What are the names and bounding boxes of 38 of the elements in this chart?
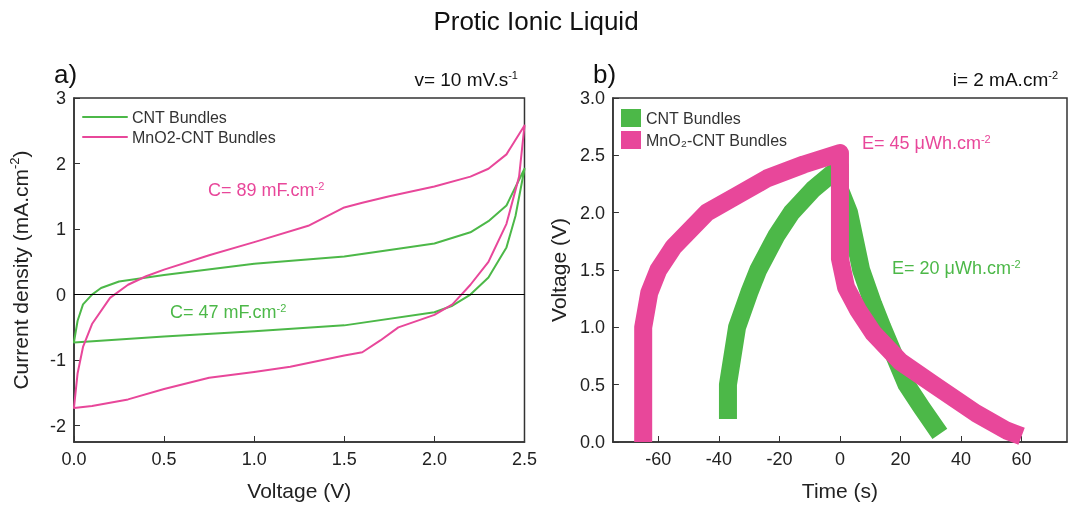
y-tick-label: -2 [49, 415, 66, 436]
y-tick-label: 0 [55, 284, 66, 305]
chart-title: a) [54, 59, 78, 89]
x-axis-title: Time (s) [801, 479, 879, 502]
y-axis-title: Current density (mA.cm-2) [7, 150, 32, 390]
x-axis-title: Voltage (V) [247, 479, 352, 502]
x-tick-label: 0 [834, 449, 845, 469]
chart-title: b) [593, 59, 617, 89]
x-tick-label: -20 [766, 449, 793, 469]
y-tick-label: 3.0 [579, 88, 605, 108]
text: Protic Ionic Liquid [432, 6, 640, 37]
x-tick-label: -60 [645, 449, 672, 469]
x-tick-label: 20 [890, 449, 911, 469]
x-tick-label: -40 [705, 449, 732, 469]
y-tick-label: 2.5 [579, 145, 605, 166]
x-tick-label: 2.5 [511, 449, 537, 469]
x-tick-label: 1.0 [241, 449, 267, 469]
x-tick-label: 40 [951, 449, 972, 469]
line-series [73, 167, 526, 344]
line-series [73, 124, 526, 409]
y-tick-label: 1 [55, 219, 66, 240]
y-axis-title: Voltage (V) [547, 218, 570, 322]
y-tick-label: 0.5 [579, 374, 605, 395]
y-tick-label: 2 [55, 153, 66, 174]
y-tick-label: 2.0 [579, 202, 605, 223]
legend-label: CNT Bundles [646, 109, 741, 127]
y-tick-label: -1 [49, 350, 66, 371]
y-tick-label: 0.0 [579, 432, 605, 452]
y-tick-label: 1.5 [579, 260, 605, 280]
x-tick-label: 1.5 [331, 449, 357, 469]
legend-label: MnO₂-CNT Bundles [646, 131, 788, 149]
legend-label: CNT Bundles [132, 108, 227, 126]
y-tick-label: 1.0 [579, 317, 605, 338]
legend-label: MnO2-CNT Bundles [132, 128, 276, 146]
x-tick-label: 2.0 [421, 449, 447, 469]
x-tick-label: 0.5 [151, 449, 177, 469]
y-tick-label: 3 [55, 88, 66, 108]
x-tick-label: 60 [1011, 449, 1032, 469]
